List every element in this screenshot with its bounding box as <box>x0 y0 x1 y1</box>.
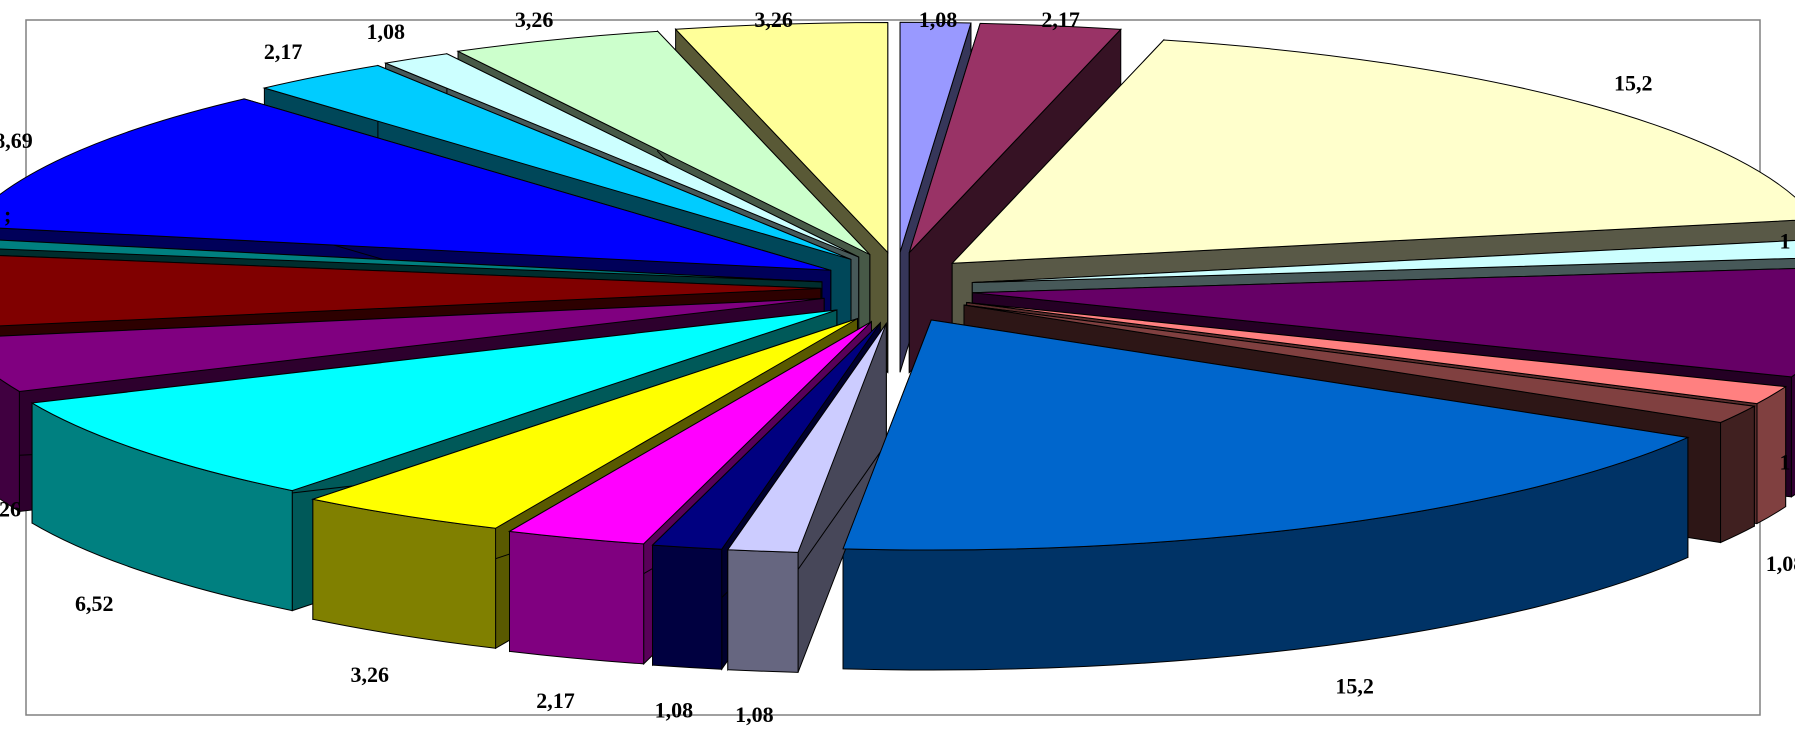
slice-16-label: 8,69 <box>0 128 33 153</box>
slice-7-label: 15,2 <box>1335 673 1374 698</box>
slice-10-label: 2,17 <box>536 688 575 713</box>
slice-18-label: 1,08 <box>366 19 405 44</box>
slice-11-top <box>310 318 858 529</box>
slice-3-label: 1 <box>1780 228 1791 253</box>
slice-14-top <box>0 255 821 327</box>
slice-18-top <box>383 53 859 258</box>
slice-4-wall <box>1790 373 1795 498</box>
slice-8-label: 1,08 <box>735 702 774 727</box>
slice-6-wall <box>1720 405 1755 544</box>
slice-13-wall <box>0 378 20 513</box>
slice-12-top <box>30 309 837 492</box>
slice-10-top <box>507 321 872 545</box>
slice-1-label: 2,17 <box>1041 7 1080 32</box>
edge-glyph: ; <box>4 202 11 227</box>
slice-16-top <box>0 98 831 271</box>
slice-6-top <box>963 304 1756 424</box>
slice-8-top <box>726 323 887 553</box>
slice-tops <box>0 21 1795 553</box>
slice-9-top <box>651 322 881 550</box>
slice-9-label: 1,08 <box>655 698 694 723</box>
slice-9-wall <box>652 544 723 670</box>
slice-0-label: 1,08 <box>919 7 958 32</box>
slice-17-top <box>262 64 852 260</box>
slice-19-top <box>456 30 871 255</box>
slice-15-top <box>0 239 822 283</box>
slice-3-top <box>972 240 1795 284</box>
slice-13-top <box>0 297 825 392</box>
slice-11-label: 3,26 <box>350 662 389 687</box>
slice-20-top <box>674 21 889 254</box>
slice-13-label: 26 <box>0 496 21 521</box>
slice-7-top <box>842 319 1690 551</box>
slice-4-label: 1 <box>1780 450 1791 475</box>
slice-labels: 1,08 2,17 15,2 1 1 1,08 15,2 1,08 1,08 2,17 3,26 6,… <box>0 7 1795 727</box>
slice-2-label: 15,2 <box>1614 71 1653 96</box>
slice-10-wall <box>508 530 645 665</box>
slice-12-label: 6,52 <box>75 591 114 616</box>
slice-2-top <box>950 39 1795 264</box>
slice-1-top <box>908 22 1122 253</box>
slice-6-label: 1,08 <box>1766 551 1795 576</box>
slice-4-top <box>972 267 1795 378</box>
slice-19-label: 3,26 <box>515 7 554 32</box>
slice-5-top <box>966 301 1788 405</box>
slice-17-label: 2,17 <box>264 39 303 64</box>
slice-20-label: 3,26 <box>754 7 793 32</box>
slice-8-wall <box>727 549 799 673</box>
slice-0-top <box>899 21 972 253</box>
